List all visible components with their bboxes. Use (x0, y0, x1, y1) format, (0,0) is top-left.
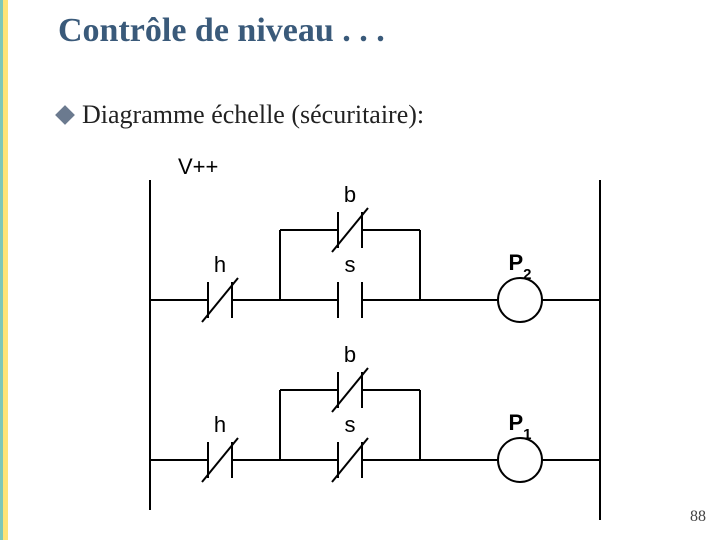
bullet-row: Diagramme échelle (sécuritaire): (58, 100, 424, 130)
svg-text:h: h (214, 252, 226, 277)
left-stripe (0, 0, 8, 540)
bullet-text: Diagramme échelle (sécuritaire): (82, 100, 424, 130)
svg-text:V++: V++ (178, 154, 218, 179)
slide-title: Contrôle de niveau . . . (58, 12, 385, 50)
page-number: 88 (690, 508, 706, 526)
svg-text:s: s (345, 412, 356, 437)
diamond-bullet-icon (55, 105, 75, 125)
page-number-text: 88 (690, 508, 706, 525)
svg-text:s: s (345, 252, 356, 277)
ladder-diagram: V++hbsP2hbsP1 (110, 150, 640, 520)
svg-text:h: h (214, 412, 226, 437)
slide-title-text: Contrôle de niveau . . . (58, 12, 385, 49)
svg-text:b: b (344, 342, 356, 367)
svg-text:b: b (344, 182, 356, 207)
